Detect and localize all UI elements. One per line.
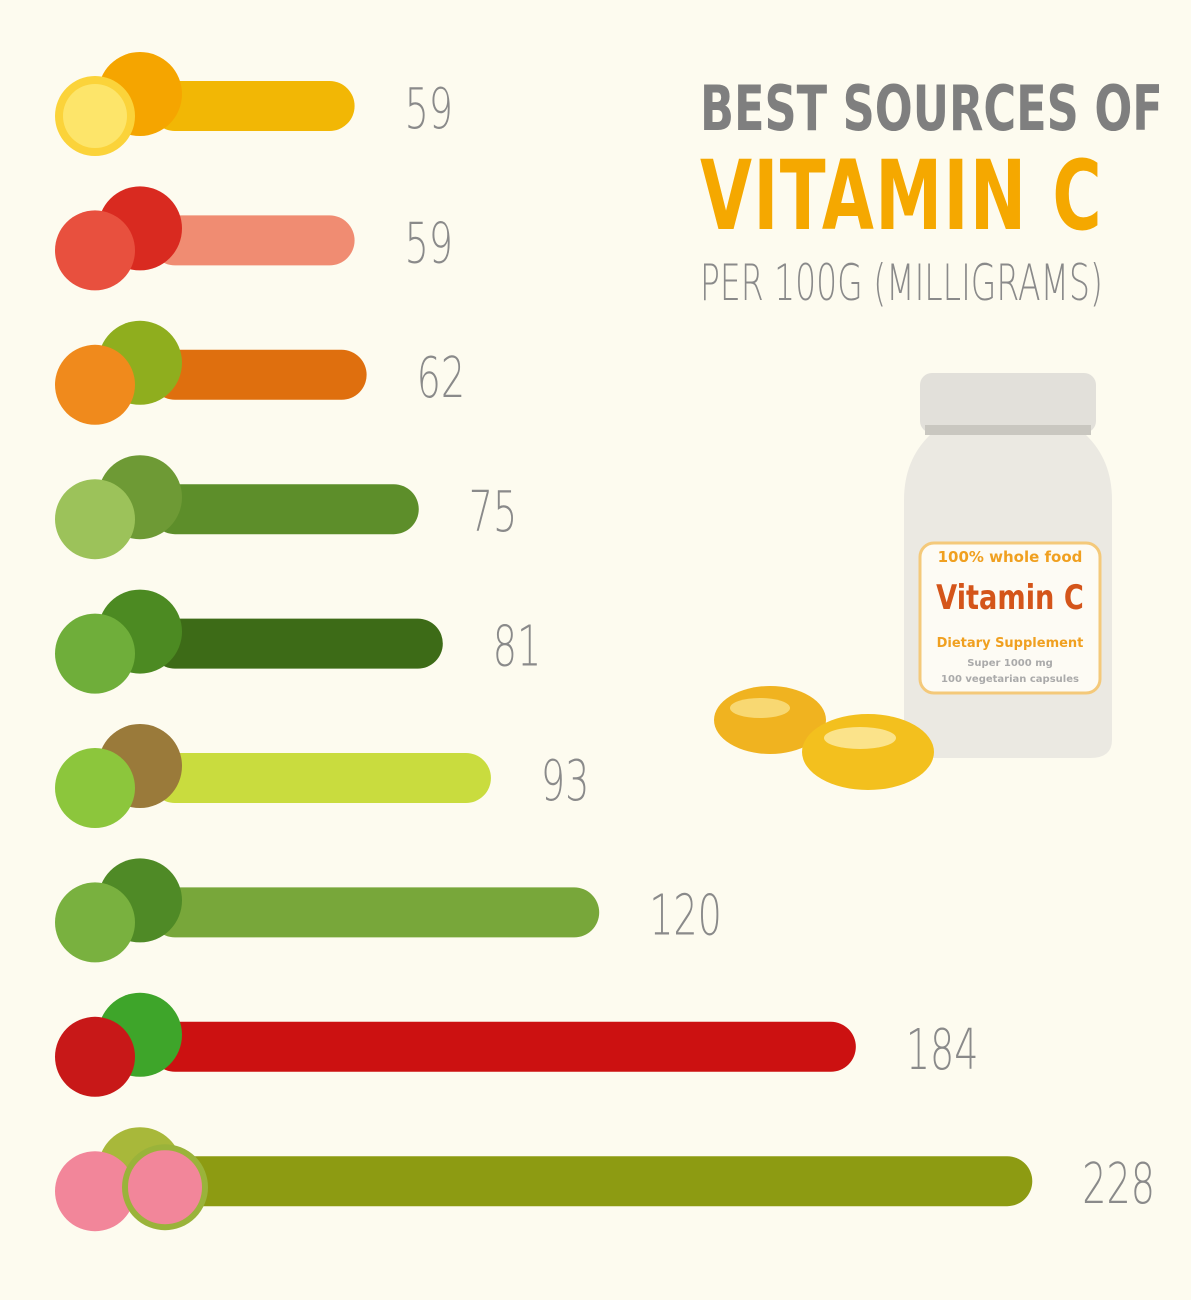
bar xyxy=(150,215,355,266)
guava-icon xyxy=(55,1127,208,1232)
bar xyxy=(150,887,600,938)
broccoli-icon xyxy=(55,589,182,694)
supplement-bottle-illustration xyxy=(714,373,1112,790)
kale-icon xyxy=(55,858,182,963)
bar xyxy=(150,753,491,803)
value-label: 228 xyxy=(1082,1153,1155,1217)
kiwi-icon xyxy=(55,724,182,828)
orange-icon xyxy=(55,52,182,156)
value-label: 75 xyxy=(469,481,517,545)
value-label: 59 xyxy=(405,78,453,142)
title-subtitle: PER 100G (MILLIGRAMS) xyxy=(700,254,1103,312)
bottle-label xyxy=(918,541,1102,695)
value-label: 120 xyxy=(649,884,722,948)
bar xyxy=(150,1021,856,1072)
bar xyxy=(150,349,367,400)
bar xyxy=(150,81,355,131)
value-label: 93 xyxy=(541,750,589,814)
value-label: 59 xyxy=(405,212,453,276)
papaya-icon xyxy=(55,320,182,425)
bottle-label-tagline: 100% whole food xyxy=(937,548,1083,566)
value-label: 81 xyxy=(493,615,541,679)
bottle-label-dose: Super 1000 mg xyxy=(967,658,1053,669)
value-label: 62 xyxy=(417,347,465,411)
bottle-label-type: Dietary Supplement xyxy=(936,636,1084,651)
bottle-cap xyxy=(920,373,1096,433)
bell-pepper-icon xyxy=(55,992,182,1097)
bar xyxy=(150,484,419,535)
bottle-label-count: 100 vegetarian capsules xyxy=(941,674,1079,685)
bar xyxy=(150,618,443,669)
strawberry-icon xyxy=(55,186,182,291)
brussels-sprouts-icon xyxy=(55,455,182,560)
bottle-label-name: Vitamin C xyxy=(936,578,1084,618)
bar xyxy=(150,1156,1033,1207)
value-label: 184 xyxy=(906,1019,979,1083)
title-line-1: BEST SOURCES OF xyxy=(700,72,1163,145)
title-vitamin-c: VITAMIN C xyxy=(700,140,1104,252)
capsule-icon xyxy=(802,714,934,790)
